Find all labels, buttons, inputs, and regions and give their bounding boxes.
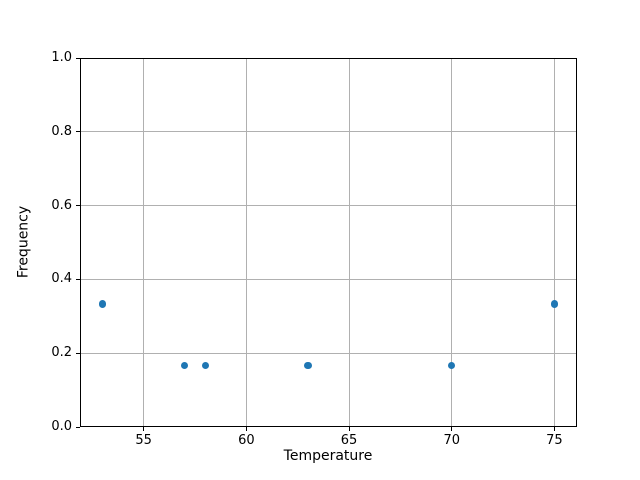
plot-points-layer xyxy=(80,58,577,427)
plot-grid-layer xyxy=(80,58,577,427)
x-tick-mark xyxy=(451,427,453,431)
y-gridline xyxy=(80,205,577,207)
y-tick-mark xyxy=(76,352,80,354)
x-tick-mark xyxy=(143,427,145,431)
data-point xyxy=(180,361,189,370)
x-tick-label: 65 xyxy=(340,433,358,448)
data-point xyxy=(447,361,456,370)
x-axis-label: Temperature xyxy=(283,448,373,464)
x-tick-label: 75 xyxy=(546,433,563,448)
x-gridline xyxy=(553,58,555,427)
y-tick-label: 0.6 xyxy=(51,197,72,213)
data-point xyxy=(201,361,210,370)
y-tick-label: 0.8 xyxy=(51,123,72,139)
x-tick-mark xyxy=(553,427,555,431)
x-tick-mark xyxy=(245,427,247,431)
x-tick-label: 70 xyxy=(443,433,460,448)
y-axis-label: Frequency xyxy=(15,205,32,279)
data-point xyxy=(550,300,559,308)
y-tick-label: 1.0 xyxy=(51,50,72,65)
y-tick-mark xyxy=(76,426,80,428)
y-gridline xyxy=(80,352,577,354)
y-tick-mark xyxy=(76,131,80,133)
x-gridline xyxy=(143,58,145,427)
x-gridline xyxy=(245,58,247,427)
y-gridline xyxy=(80,131,577,133)
data-point xyxy=(98,300,107,308)
x-tick-mark xyxy=(348,427,350,431)
y-gridline xyxy=(80,278,577,280)
x-tick-label: 55 xyxy=(135,433,152,448)
x-gridline xyxy=(451,58,453,427)
x-gridline xyxy=(348,58,350,427)
data-point xyxy=(304,361,312,370)
y-tick-mark xyxy=(76,278,80,280)
y-tick-mark xyxy=(76,57,80,59)
y-tick-label: 0.2 xyxy=(51,345,72,361)
y-tick-label: 0.4 xyxy=(51,271,72,287)
y-tick-mark xyxy=(76,205,80,207)
y-tick-label: 0.0 xyxy=(51,419,72,434)
x-tick-label: 60 xyxy=(238,433,255,448)
